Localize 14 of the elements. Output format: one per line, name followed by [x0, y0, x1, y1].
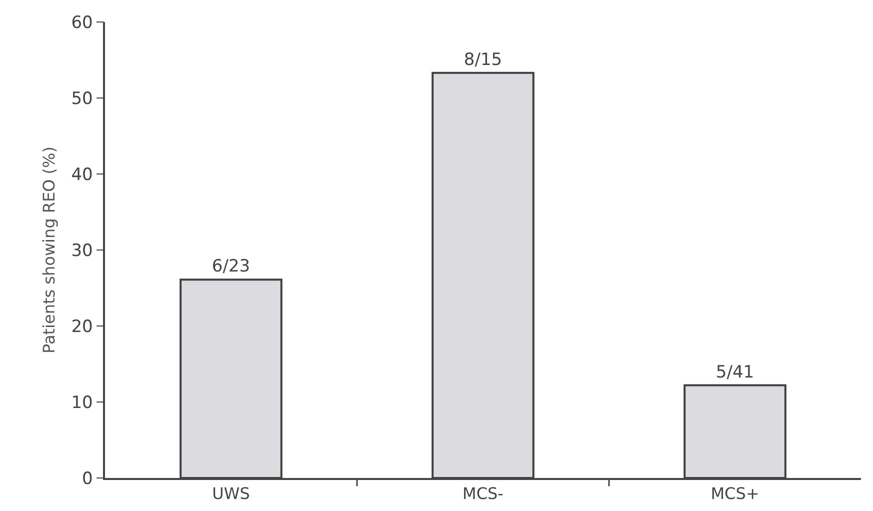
x-tick-label: MCS+	[710, 484, 760, 503]
y-axis-title: Patients showing REO (%)	[40, 146, 59, 354]
data-label: 6/23	[212, 256, 250, 277]
data-label: 8/15	[464, 50, 502, 70]
y-tick-label: 0	[82, 468, 93, 489]
y-tick-label: 20	[71, 316, 93, 337]
y-tick-label: 30	[71, 240, 93, 261]
data-label: 5/41	[716, 362, 754, 382]
y-tick-label: 60	[71, 12, 93, 33]
y-tick-label: 10	[71, 392, 93, 413]
y-tick-label: 50	[71, 88, 93, 109]
x-tick-label: UWS	[212, 484, 250, 503]
x-tick-label: MCS-	[462, 484, 504, 503]
y-tick-label: 40	[71, 164, 93, 185]
